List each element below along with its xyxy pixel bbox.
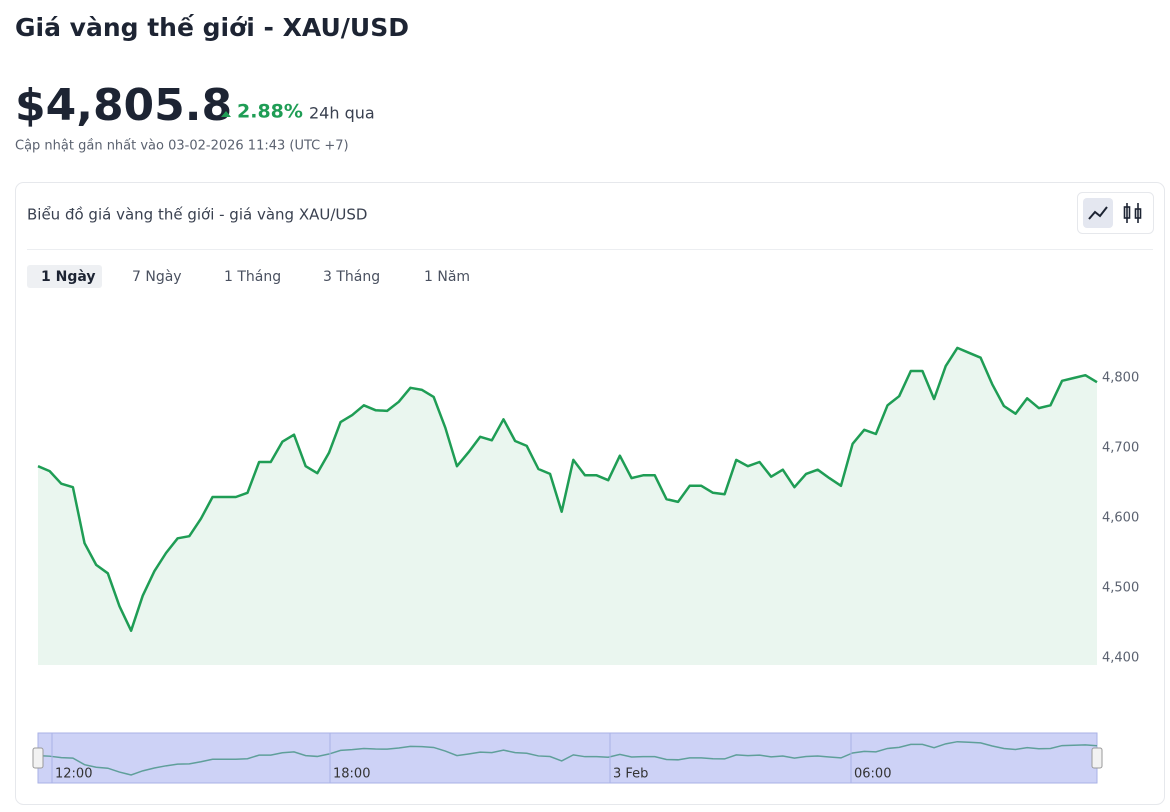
updated: Cập nhật gần nhất vào 03-02-2026 11:43 (… [15, 139, 349, 154]
price-line [37, 346, 1098, 632]
area [38, 347, 1097, 665]
line-icon [1088, 206, 1108, 220]
price: $4,805.8 [15, 80, 232, 131]
navigator-handle-left[interactable] [32, 747, 44, 769]
navigator-line [37, 740, 1098, 776]
navigator-content: 12:00 18:00 3 Feb 06:00 [37, 733, 1098, 783]
range-tabs: 1 Ngày 7 Ngày 1 Tháng 3 Tháng 1 Năm [27, 265, 470, 288]
range-tab[interactable]: 7 Ngày [132, 269, 182, 285]
chart: 4,400 4,500 4,600 4,700 4,800 [37, 346, 1139, 666]
y-tick-label: 4,400 [1102, 651, 1139, 666]
period: 24h qua [309, 104, 375, 123]
y-tick-label: 4,600 [1102, 511, 1139, 526]
range-tab[interactable]: 3 Tháng [323, 269, 380, 285]
y-tick-label: 4,500 [1102, 581, 1139, 596]
change: 2.88% [237, 101, 303, 123]
range-tab[interactable]: 1 Ngày [41, 269, 96, 285]
range-tab[interactable]: 1 Tháng [224, 269, 281, 285]
navigator-handle-right[interactable] [1091, 747, 1103, 769]
up-arrow [221, 111, 231, 117]
navigator-label: 06:00 [854, 767, 891, 782]
navigator-label: 12:00 [55, 767, 92, 782]
y-tick-label: 4,800 [1102, 371, 1139, 386]
range-tab[interactable]: 1 Năm [424, 269, 470, 285]
line-mode-button[interactable] [1083, 198, 1113, 228]
card-title: Biểu đồ giá vàng thế giới - giá vàng XAU… [27, 206, 367, 224]
candle-mode-button[interactable] [1123, 203, 1142, 223]
navigator-label: 18:00 [333, 767, 370, 782]
y-tick-label: 4,700 [1102, 441, 1139, 456]
navigator-label: 3 Feb [613, 767, 648, 782]
tab-active-bg [27, 265, 102, 288]
page-title: Giá vàng thế giới - XAU/USD [15, 13, 409, 42]
